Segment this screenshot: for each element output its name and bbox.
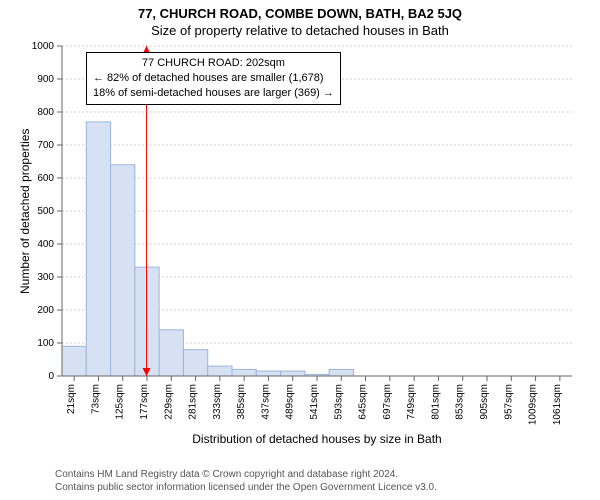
svg-text:385sqm: 385sqm: [236, 384, 247, 420]
svg-text:700: 700: [37, 140, 54, 151]
svg-text:645sqm: 645sqm: [358, 384, 369, 420]
svg-text:437sqm: 437sqm: [260, 384, 271, 420]
svg-text:21sqm: 21sqm: [66, 384, 77, 414]
footer-credits: Contains HM Land Registry data © Crown c…: [55, 468, 437, 494]
bar: [86, 122, 110, 376]
svg-text:905sqm: 905sqm: [479, 384, 490, 420]
svg-text:900: 900: [37, 74, 54, 85]
footer-line-1: Contains HM Land Registry data © Crown c…: [55, 468, 437, 481]
svg-text:73sqm: 73sqm: [90, 384, 101, 414]
svg-text:957sqm: 957sqm: [503, 384, 514, 420]
bar: [232, 369, 256, 376]
annot-line-3: 18% of semi-detached houses are larger (…: [93, 86, 334, 101]
footer-line-2: Contains public sector information licen…: [55, 481, 437, 494]
svg-text:229sqm: 229sqm: [163, 384, 174, 420]
svg-text:500: 500: [37, 206, 54, 217]
bar: [329, 369, 353, 376]
svg-text:281sqm: 281sqm: [188, 384, 199, 420]
x-axis-label: Distribution of detached houses by size …: [62, 432, 572, 446]
y-axis-label: Number of detached properties: [18, 128, 32, 293]
svg-text:749sqm: 749sqm: [406, 384, 417, 420]
svg-text:489sqm: 489sqm: [285, 384, 296, 420]
bar: [183, 350, 207, 376]
marker-annotation-box: 77 CHURCH ROAD: 202sqm ← 82% of detached…: [86, 52, 341, 105]
svg-text:801sqm: 801sqm: [430, 384, 441, 420]
svg-text:600: 600: [37, 173, 54, 184]
bar: [281, 371, 305, 376]
svg-text:0: 0: [48, 371, 54, 382]
svg-text:100: 100: [37, 338, 54, 349]
svg-text:300: 300: [37, 272, 54, 283]
svg-text:125sqm: 125sqm: [115, 384, 126, 420]
bar: [111, 165, 135, 376]
bar: [208, 366, 232, 376]
svg-text:200: 200: [37, 305, 54, 316]
svg-text:853sqm: 853sqm: [455, 384, 466, 420]
svg-text:400: 400: [37, 239, 54, 250]
svg-text:541sqm: 541sqm: [309, 384, 320, 420]
bar: [159, 330, 183, 376]
annot-line-2: ← 82% of detached houses are smaller (1,…: [93, 71, 334, 86]
svg-text:1000: 1000: [32, 41, 55, 52]
svg-text:800: 800: [37, 107, 54, 118]
svg-text:1061sqm: 1061sqm: [552, 384, 563, 425]
svg-text:177sqm: 177sqm: [139, 384, 150, 420]
svg-text:1009sqm: 1009sqm: [528, 384, 539, 425]
bar: [62, 346, 86, 376]
annot-line-1: 77 CHURCH ROAD: 202sqm: [93, 56, 334, 71]
svg-text:333sqm: 333sqm: [212, 384, 223, 420]
svg-text:593sqm: 593sqm: [333, 384, 344, 420]
bar: [256, 371, 280, 376]
svg-text:697sqm: 697sqm: [382, 384, 393, 420]
